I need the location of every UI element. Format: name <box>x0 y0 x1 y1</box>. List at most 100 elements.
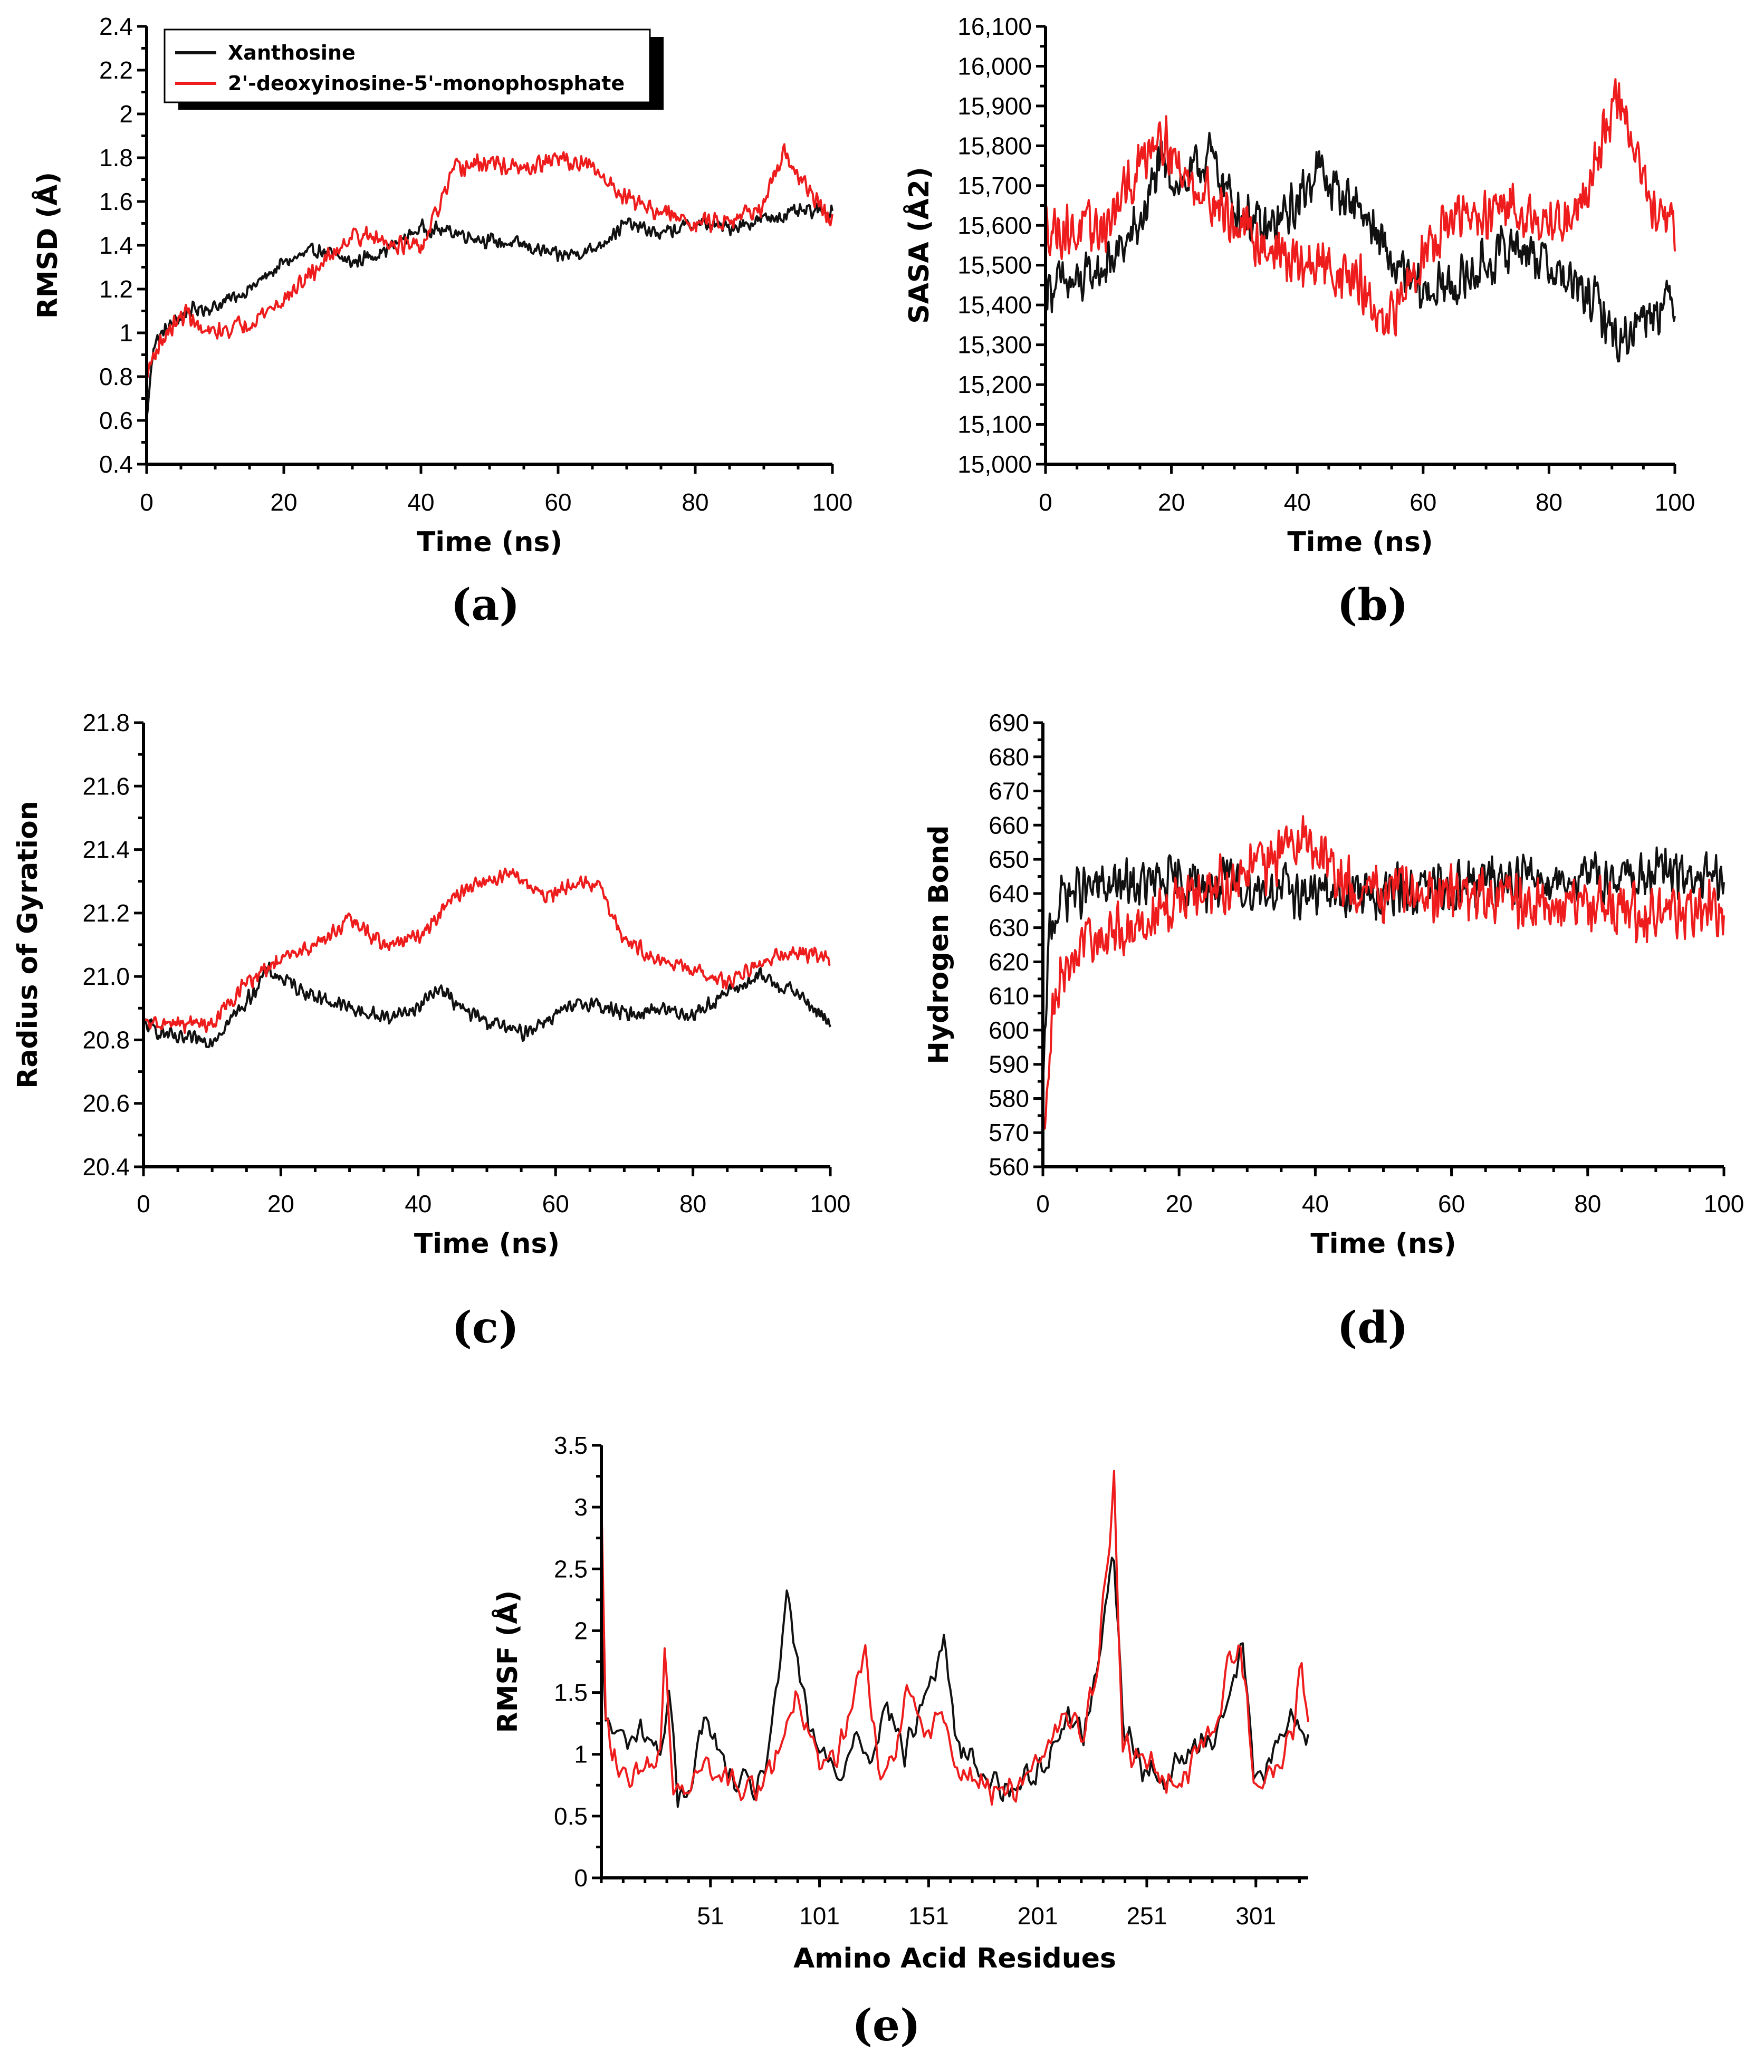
y-tick-label: 630 <box>989 914 1029 942</box>
y-tick-label: 2.2 <box>99 56 133 84</box>
y-axis-title: RMSF (Å) <box>492 1590 524 1733</box>
chart-panel-a: 0.4 0.6 0.8 1 1.2 1.4 1.6 1.8 2 2.2 2.4 0 20 40 60 80 10… <box>0 0 882 654</box>
y-tick-label: 15,200 <box>957 371 1032 398</box>
series-line-deoxyinosine <box>1042 815 1725 1137</box>
chart-d: 5605705805906006106206306406506606706806… <box>923 709 1744 1353</box>
x-tick-label: 40 <box>405 1190 432 1217</box>
x-axis-title: Time (ns) <box>1287 526 1433 558</box>
series-line-deoxyinosine <box>146 143 833 378</box>
y-tick-label: 0 <box>574 1864 588 1892</box>
y-tick-label: 1 <box>574 1741 588 1768</box>
x-tick-label: 100 <box>1704 1190 1744 1217</box>
series-line-xanthosine <box>600 1557 1309 1808</box>
y-tick-label: 1.5 <box>554 1679 588 1706</box>
chart-panel-d: 560 570 580 590 600 610 620 630 640 650 660 670 680 6… <box>882 707 1764 1377</box>
plot-layer-e: 0 0.5 1 1.5 2 2.5 3 3.5 51 101 151 201 251 301 Amino A… <box>492 1432 1309 1974</box>
x-tick-label: 20 <box>1166 1190 1193 1217</box>
legend: Xanthosine 2'-deoxyinosine-5'-monophosph… <box>164 28 664 110</box>
x-tick-label: 151 <box>908 1902 949 1930</box>
x-tick-label: 20 <box>267 1190 294 1217</box>
x-tick-label: 60 <box>544 488 571 516</box>
x-tick-label: 60 <box>1410 488 1436 516</box>
y-tick-label: 0.8 <box>99 363 133 390</box>
x-tick-label: 301 <box>1235 1902 1276 1930</box>
plot-layer-b: 15,000 15,100 15,200 15,300 15,400 15,500 15,6… <box>903 13 1695 558</box>
y-tick-label: 15,300 <box>957 331 1032 359</box>
x-tick-label: 51 <box>697 1902 724 1930</box>
y-tick-label: 16,100 <box>957 13 1032 40</box>
chart-panel-c: 20.4 20.6 20.8 21.0 21.2 21.4 21.6 21.8 0 20 40 60 8… <box>0 707 882 1377</box>
x-tick-label: 20 <box>1158 488 1185 516</box>
y-tick-label: 2.5 <box>554 1555 588 1582</box>
x-axis-title: Time (ns) <box>1310 1228 1456 1260</box>
y-tick-label: 1.6 <box>99 188 133 215</box>
series-line-deoxyinosine <box>600 1470 1309 1806</box>
x-axis-title: Time (ns) <box>417 526 562 558</box>
x-tick-label: 201 <box>1018 1902 1058 1930</box>
y-tick-label: 20.4 <box>82 1153 130 1181</box>
y-tick-label: 0.4 <box>99 450 133 478</box>
y-tick-label: 1.8 <box>99 144 133 171</box>
y-tick-label: 2 <box>574 1617 588 1644</box>
x-tick-label: 100 <box>812 488 853 516</box>
chart-a: 0.4 0.6 0.8 1 1.2 1.4 1.6 1.8 2 2.2 2.4 0 20 40 60 80 10… <box>32 13 852 630</box>
x-tick-label: 100 <box>1655 488 1695 516</box>
y-tick-label: 0.6 <box>99 407 133 434</box>
y-axis-title: RMSD (Å) <box>32 172 64 319</box>
y-tick-label: 15,800 <box>957 132 1032 159</box>
panel-label-c: (c) <box>452 1302 519 1353</box>
y-tick-label: 560 <box>989 1153 1029 1181</box>
y-tick-label: 15,700 <box>957 172 1032 199</box>
series-line-xanthosine <box>146 203 833 419</box>
series-line-xanthosine <box>1044 131 1676 363</box>
y-tick-label: 15,100 <box>957 411 1032 438</box>
y-tick-label: 15,600 <box>957 212 1032 239</box>
x-tick-label: 60 <box>1438 1190 1465 1217</box>
y-tick-label: 21.2 <box>82 899 130 927</box>
chart-panel-e: 0 0.5 1 1.5 2 2.5 3 3.5 51 101 151 201 251 301 Amino A… <box>443 1414 1340 2072</box>
y-tick-label: 620 <box>989 948 1029 975</box>
x-tick-label: 251 <box>1127 1902 1167 1930</box>
x-tick-label: 0 <box>140 488 154 516</box>
x-tick-label: 40 <box>1302 1190 1329 1217</box>
x-tick-label: 20 <box>270 488 297 516</box>
y-tick-label: 20.6 <box>82 1090 130 1117</box>
y-tick-label: 580 <box>989 1085 1029 1112</box>
x-tick-label: 80 <box>679 1190 706 1217</box>
y-tick-label: 680 <box>989 743 1029 771</box>
x-tick-label: 80 <box>1574 1190 1601 1217</box>
series-line-deoxyinosine <box>142 867 831 1034</box>
y-tick-label: 21.0 <box>82 963 130 990</box>
y-tick-label: 590 <box>989 1051 1029 1078</box>
y-tick-label: 3.5 <box>554 1432 588 1459</box>
y-tick-label: 640 <box>989 880 1029 907</box>
x-tick-label: 40 <box>1284 488 1311 516</box>
x-tick-label: 80 <box>682 488 708 516</box>
panel-label-b: (b) <box>1337 580 1408 630</box>
plot-layer-c: 20.4 20.6 20.8 21.0 21.2 21.4 21.6 21.8 0 20 40 60 8… <box>12 709 850 1260</box>
y-tick-label: 2 <box>119 100 133 128</box>
x-tick-label: 0 <box>137 1190 150 1217</box>
x-axis-title: Time (ns) <box>414 1228 560 1260</box>
series-line-deoxyinosine <box>1044 78 1676 337</box>
chart-b: 15,000 15,100 15,200 15,300 15,400 15,500 15,6… <box>903 13 1695 630</box>
legend-box <box>164 28 651 103</box>
y-tick-label: 0.5 <box>554 1802 588 1830</box>
y-tick-label: 15,400 <box>957 291 1032 319</box>
legend-label-xanthosine: Xanthosine <box>228 41 356 64</box>
panel-label-d: (d) <box>1337 1302 1408 1353</box>
x-tick-label: 0 <box>1039 488 1052 516</box>
y-tick-label: 16,000 <box>957 52 1032 80</box>
y-tick-label: 15,000 <box>957 450 1032 478</box>
series-line-xanthosine <box>142 961 831 1049</box>
chart-e: 0 0.5 1 1.5 2 2.5 3 3.5 51 101 151 201 251 301 Amino A… <box>492 1432 1309 2051</box>
y-axis-title: Radius of Gyration <box>12 801 44 1088</box>
plot-layer-d: 5605705805906006106206306406506606706806… <box>923 709 1744 1260</box>
x-tick-label: 100 <box>810 1190 851 1217</box>
series-line-xanthosine <box>1042 846 1725 1088</box>
y-tick-label: 660 <box>989 811 1029 839</box>
y-tick-label: 20.8 <box>82 1026 130 1053</box>
y-tick-label: 570 <box>989 1119 1029 1146</box>
plot-layer-a: 0.4 0.6 0.8 1 1.2 1.4 1.6 1.8 2 2.2 2.4 0 20 40 60 80 10… <box>32 13 852 558</box>
y-tick-label: 15,500 <box>957 252 1032 279</box>
